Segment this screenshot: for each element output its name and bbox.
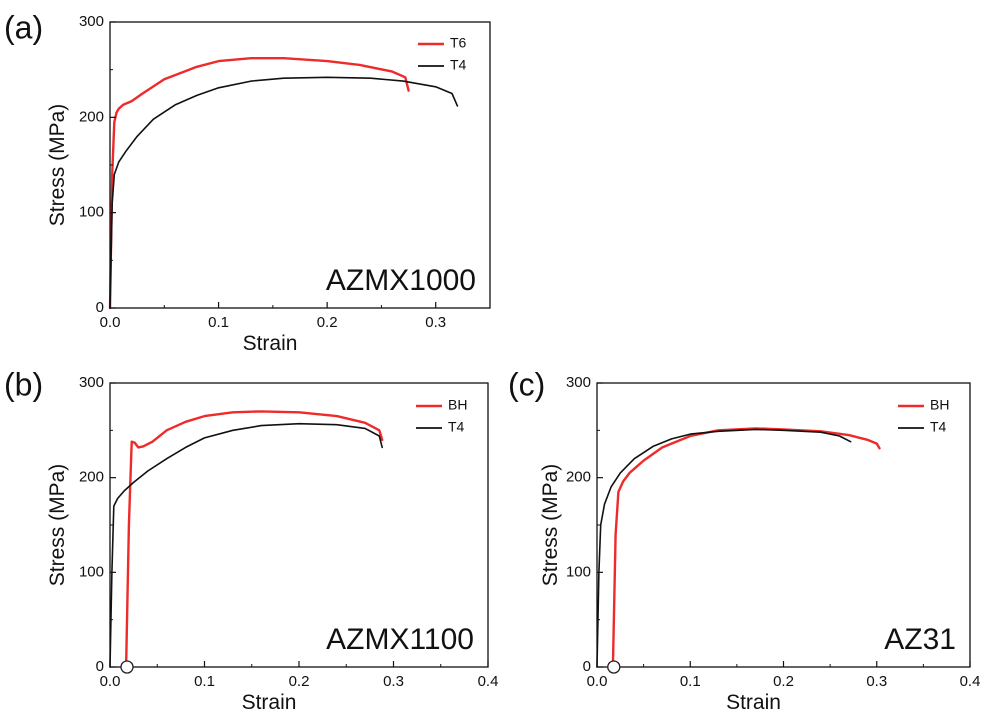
panel-1-y-tick-label: 0 [96, 658, 104, 675]
panel-1-x-tick-label: 0.4 [478, 673, 499, 690]
panel-2-x-axis-label: Strain [726, 691, 781, 714]
panel-1-legend-bh-label: BH [448, 397, 467, 413]
panel-2-chart: (c) 0.0 0.1 0.2 0.3 0.4 0 100 200 300 Strain Stress… [508, 366, 980, 714]
panel-2-series-bh-line [611, 427, 881, 669]
panel-2-sample-label: AZ31 [884, 623, 956, 656]
panel-1-y-tick-label: 200 [79, 469, 104, 486]
panel-0-series-t4-line [109, 76, 459, 309]
panel-0-series-t6-line [108, 57, 410, 310]
panel-1-origin-marker [120, 660, 134, 674]
panel-0-y-tick-label: 0 [96, 299, 104, 316]
panel-2-x-tick-label: 0.4 [960, 673, 981, 690]
panel-1-panel-label: (b) [4, 366, 43, 402]
panel-0-x-tick-label: 0.0 [100, 314, 121, 331]
panel-0-x-tick-label: 0.1 [208, 314, 229, 331]
panel-0-y-tick-label: 100 [79, 204, 104, 221]
panel-1-y-tick-label: 100 [79, 563, 104, 580]
panel-2-x-tick-label: 0.3 [866, 673, 887, 690]
panel-0-legend-t4-label: T4 [450, 57, 467, 73]
panel-2-y-tick-label: 0 [583, 658, 591, 675]
panel-1-chart: (b) 0.0 0.1 0.2 0.3 0.4 0 100 200 300 Strain Stress… [4, 366, 498, 714]
panel-2-origin-marker [607, 660, 621, 674]
panel-2-y-tick-label: 100 [566, 563, 591, 580]
panel-1-x-tick-label: 0.1 [194, 673, 215, 690]
panel-2-legend-t4-label: T4 [930, 419, 947, 435]
panel-2-x-tick-label: 0.2 [773, 673, 794, 690]
panel-1-x-tick-label: 0.3 [383, 673, 404, 690]
panel-0-y-axis-label: Stress (MPa) [46, 104, 69, 227]
panel-0-panel-label: (a) [4, 9, 43, 45]
panel-1-legend-t4-label: T4 [448, 419, 465, 435]
panel-1-sample-label: AZMX1100 [326, 623, 474, 656]
panel-1-x-axis-label: Strain [242, 691, 297, 714]
panel-2-x-tick-label: 0.1 [680, 673, 701, 690]
panel-1-x-tick-label: 0.0 [100, 673, 121, 690]
panel-0-sample-label: AZMX1000 [326, 264, 476, 297]
panel-1-x-tick-label: 0.2 [289, 673, 310, 690]
panel-1-series-bh-line [124, 410, 384, 669]
panel-0-legend-t6-label: T6 [450, 35, 467, 51]
panel-0-x-tick-label: 0.2 [317, 314, 338, 331]
panel-0-x-axis-label: Strain [243, 332, 298, 355]
panel-2-x-tick-label: 0.0 [587, 673, 608, 690]
panel-2-panel-label: (c) [508, 366, 545, 402]
panel-0-y-tick-label: 300 [79, 13, 104, 30]
panel-1-series-t4-line [109, 422, 384, 668]
panel-0-x-tick-label: 0.3 [425, 314, 446, 331]
panel-2-y-tick-label: 300 [566, 374, 591, 391]
panel-2-y-axis-label: Stress (MPa) [539, 464, 562, 587]
panel-0-y-tick-label: 200 [79, 108, 104, 125]
panel-1-y-axis-label: Stress (MPa) [46, 464, 69, 587]
panel-2-series-t4-line [596, 428, 852, 668]
panel-0-chart: (a) 0.0 0.1 0.2 0.3 0 100 200 300 Strain Stress (M… [4, 9, 491, 355]
panel-1-y-tick-label: 300 [79, 374, 104, 391]
panel-2-legend-bh-label: BH [930, 397, 949, 413]
panel-2-y-tick-label: 200 [566, 469, 591, 486]
